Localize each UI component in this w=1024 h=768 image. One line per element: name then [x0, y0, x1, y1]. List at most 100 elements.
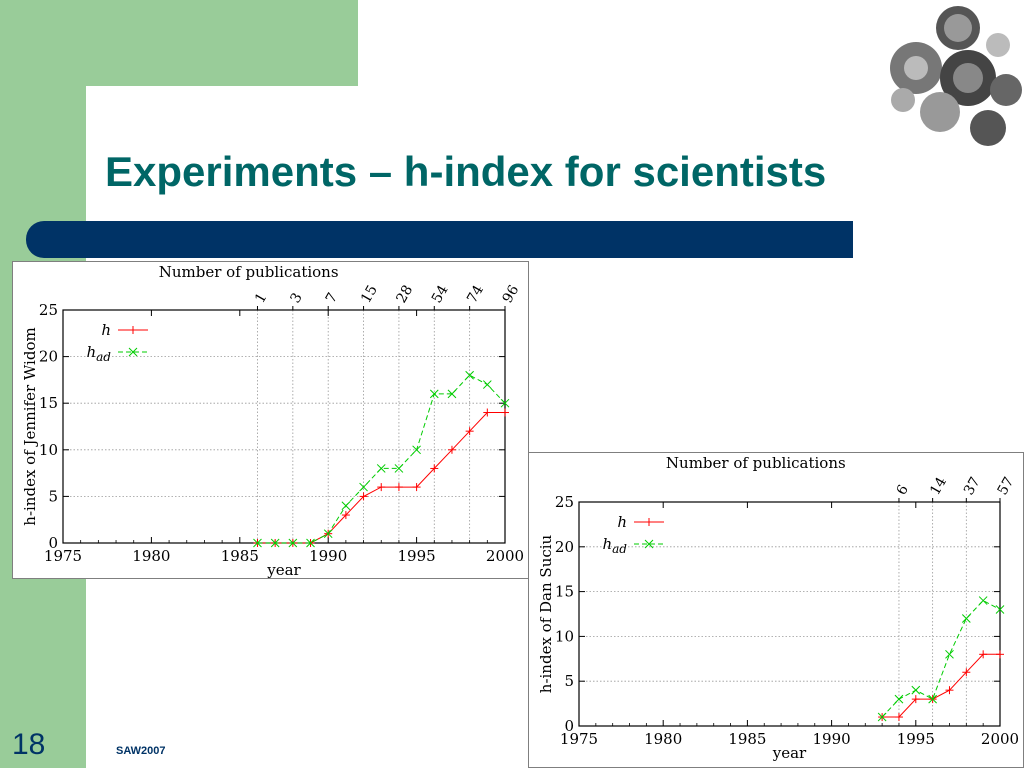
cross-marker-b [288, 538, 298, 548]
data-point-h [979, 650, 988, 659]
top-tick-label: 28 [394, 283, 417, 306]
data-point-h [483, 408, 492, 417]
cross-marker-b [877, 712, 887, 722]
y-tick-label: 0 [564, 717, 574, 735]
top-tick-label: 3 [287, 290, 305, 306]
data-point-h-ad [894, 694, 904, 704]
chart-dan-suciu: 1975 1980 1985 1990 1995 2000 0 5 10 15 20 25 year h-… [528, 452, 1024, 768]
footer-text: SAW2007 [116, 745, 166, 757]
chart-jennifer-widom: 1975 1980 1985 1990 1995 2000 0 5 10 15 20 25 year h-… [12, 261, 529, 579]
data-point-h-ad [288, 538, 298, 548]
cross-marker-b [394, 464, 404, 473]
y-tick-label: 25 [39, 301, 58, 319]
cross-marker-b [945, 649, 954, 659]
data-point-h [465, 427, 474, 436]
data-point-h-ad [323, 529, 333, 539]
data-point-h-ad [253, 538, 262, 548]
cross-marker-b [482, 380, 492, 389]
cross-marker-b [376, 464, 386, 473]
title-underline-bar [26, 221, 853, 258]
legend-label-h: h [101, 321, 111, 339]
cross-marker-b [894, 694, 904, 704]
legend-name: h [86, 343, 96, 361]
data-point-h [962, 668, 971, 677]
top-tick-label: 1 [252, 290, 270, 306]
x-axis-label: year [772, 744, 807, 762]
cross-marker-b [447, 389, 457, 399]
data-point-h-ad [270, 538, 280, 548]
x-tick-label: 2000 [981, 730, 1019, 748]
data-point-h-ad [877, 712, 887, 722]
legend-marker [644, 539, 654, 549]
cross-marker-b [429, 389, 439, 399]
y-tick-label: 0 [48, 534, 58, 552]
y-tick-label: 5 [48, 487, 58, 505]
data-point-h [501, 408, 509, 417]
y-tick-label: 25 [555, 493, 574, 511]
data-point-h-ad [928, 694, 937, 704]
legend-subscript: ad [612, 542, 627, 556]
plot-frame [62, 309, 506, 544]
cross-marker-b [928, 694, 937, 704]
cross-marker-b [306, 538, 315, 548]
data-point-h [911, 695, 920, 704]
data-point-h-ad [500, 398, 510, 408]
plot-frame [578, 501, 1001, 727]
data-point-h-ad [341, 501, 351, 511]
data-point-h-ad [412, 445, 421, 455]
y-axis-label: h-index of Dan Suciu [537, 534, 555, 693]
data-point-h-ad [306, 538, 315, 548]
cross-marker-b [270, 538, 280, 548]
x-tick-label: 1995 [398, 547, 436, 565]
top-axis-label: Number of publications [666, 454, 846, 472]
data-point-h [341, 511, 350, 520]
legend-label-h: h [617, 513, 627, 531]
data-point-h-ad [978, 596, 988, 605]
slide-number: 18 [12, 728, 46, 761]
data-point-h-ad [465, 370, 474, 380]
data-point-h-ad [376, 464, 386, 473]
data-point-h-ad [447, 389, 457, 399]
data-point-h-ad [359, 482, 368, 492]
x-tick-label: 1990 [813, 730, 851, 748]
series-line-h-ad [257, 374, 506, 544]
data-point-h [377, 483, 386, 492]
x-tick-label: 1975 [44, 547, 82, 565]
x-tick-label: 1980 [132, 547, 170, 565]
chart-suciu-svg: 1975 1980 1985 1990 1995 2000 0 5 10 15 20 25 year h-… [537, 454, 1019, 762]
x-tick-label: 1985 [221, 547, 259, 565]
top-axis-label: Number of publications [159, 263, 339, 281]
top-green-band [0, 0, 358, 86]
legend-subscript: ad [96, 350, 111, 364]
data-point-h [996, 650, 1004, 659]
cross-marker-b [911, 685, 921, 695]
top-tick-label: 96 [500, 282, 523, 306]
cross-marker-b [961, 614, 971, 623]
top-tick-label: 74 [464, 282, 487, 306]
cross-marker-b [341, 501, 351, 511]
cross-marker-b [323, 529, 333, 539]
data-point-h [412, 483, 421, 492]
data-point-h [945, 686, 954, 695]
legend-name: h [101, 321, 111, 339]
x-axis-label: year [266, 561, 301, 578]
cross-marker-b [253, 538, 262, 548]
top-tick-label: 15 [358, 283, 381, 306]
cross-marker-b [412, 445, 421, 455]
legend-label-h-ad: had [86, 343, 111, 364]
x-tick-label: 1975 [560, 730, 598, 748]
legend-label-h-ad: had [602, 535, 627, 556]
top-tick-label: 54 [429, 282, 452, 306]
chart-widom-svg: 1975 1980 1985 1990 1995 2000 0 5 10 15 20 25 year h-… [21, 263, 524, 578]
top-tick-label: 6 [894, 482, 912, 498]
top-tick-label: 57 [995, 475, 1018, 498]
x-tick-label: 1980 [644, 730, 682, 748]
slide-title: Experiments – h-index for scientists [105, 148, 827, 195]
cross-marker-b [995, 605, 1005, 614]
legend-marker [128, 347, 138, 357]
y-tick-label: 5 [564, 672, 574, 690]
y-tick-label: 20 [555, 538, 574, 556]
data-point-h-ad [961, 614, 971, 623]
x-tick-label: 1995 [897, 730, 935, 748]
cross-marker-b [500, 398, 510, 408]
